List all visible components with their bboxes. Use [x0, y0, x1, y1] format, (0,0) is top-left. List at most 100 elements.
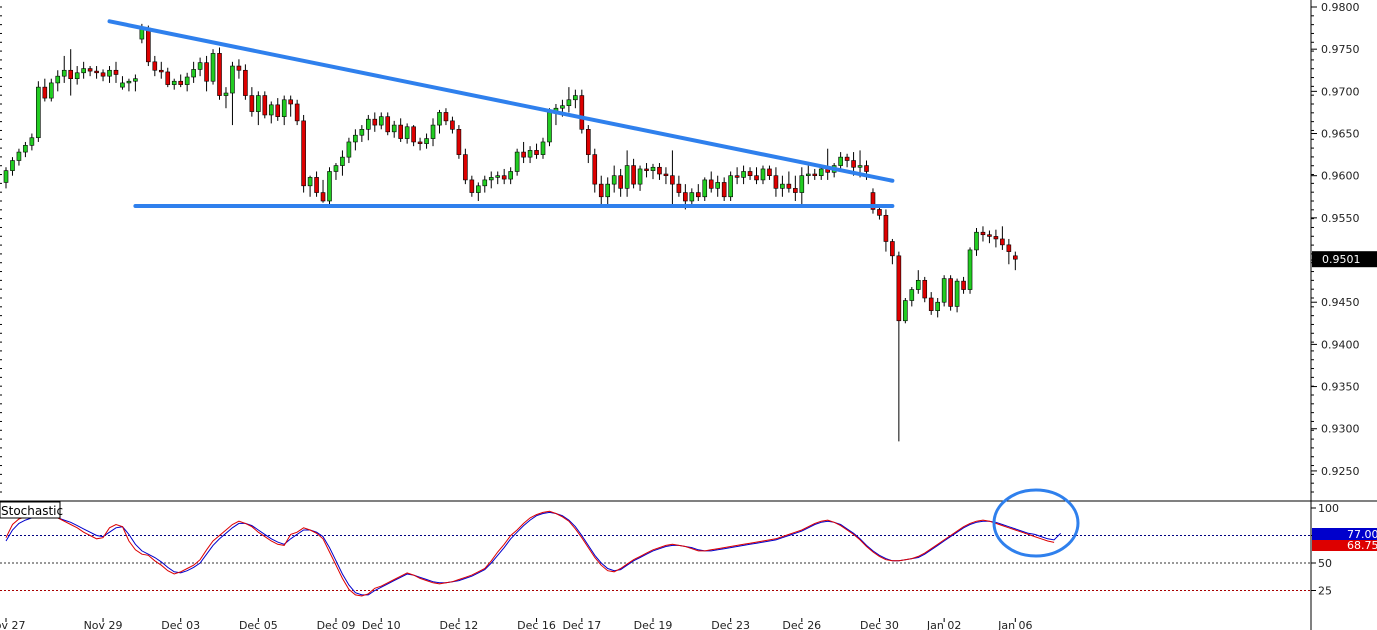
candle-body-down	[262, 95, 268, 116]
stochastic-title-box	[0, 501, 61, 519]
candle-body-up	[48, 82, 54, 99]
stochastic-line-d	[5, 511, 1061, 596]
candle-body-up	[527, 150, 533, 158]
candle-body-down	[657, 166, 662, 175]
date-label: Dec 16	[517, 619, 556, 630]
candle-body-down	[217, 53, 222, 96]
candle-body-down	[754, 175, 759, 181]
candle	[288, 95, 293, 117]
candle	[437, 109, 442, 134]
candle-body-down	[178, 80, 183, 85]
candle-body-up	[715, 182, 721, 189]
candle	[631, 158, 636, 189]
candle-body-up	[268, 104, 274, 116]
candle	[702, 177, 708, 201]
candle-body-up	[126, 80, 132, 84]
candle	[113, 61, 119, 83]
candle-body-down	[450, 120, 455, 130]
candle-body-down	[708, 179, 714, 189]
candle	[333, 163, 339, 180]
candle-body-down	[890, 241, 895, 257]
candle-body-down	[68, 69, 73, 79]
candle-body-up	[424, 138, 429, 144]
candle-body-down	[870, 192, 876, 210]
candle-body-up	[838, 156, 843, 166]
candle	[178, 74, 183, 88]
price-tick-label: 0.9300	[1321, 423, 1360, 436]
candle	[294, 99, 300, 126]
current-price-marker: 0.9501	[1312, 251, 1377, 268]
candle-body-down	[87, 68, 93, 72]
candle-body-up	[184, 76, 190, 85]
candle	[508, 167, 513, 185]
candle	[741, 165, 746, 185]
candle	[482, 175, 488, 193]
candle	[747, 167, 753, 180]
stochastic-k-box	[1312, 528, 1377, 540]
stochastic-lines	[5, 510, 1061, 597]
candle-body-down	[385, 116, 391, 133]
candle	[573, 89, 578, 109]
candle	[941, 275, 947, 307]
candle	[398, 118, 403, 142]
current-price-box	[1312, 251, 1377, 268]
trendlines	[107, 19, 895, 209]
candle	[36, 81, 41, 142]
candle	[476, 182, 481, 201]
candle	[204, 55, 209, 92]
candle-body-up	[514, 151, 520, 172]
candle-body-up	[36, 86, 41, 139]
candle	[417, 137, 423, 151]
candle-body-down	[146, 27, 151, 63]
candle-body-down	[786, 183, 792, 189]
candle-body-up	[391, 124, 397, 133]
candle	[191, 61, 196, 83]
candle	[268, 101, 274, 124]
candle-body-up	[903, 300, 908, 322]
candle	[469, 175, 475, 197]
candle	[676, 175, 682, 197]
candle-body-down	[314, 177, 319, 193]
candle-body-up	[540, 141, 546, 155]
candle	[359, 125, 365, 142]
candle-body-up	[495, 175, 501, 178]
candle-body-down	[113, 69, 119, 75]
candle	[158, 61, 164, 79]
date-label: Nov 29	[84, 619, 123, 630]
price-tick-label: 0.9750	[1321, 43, 1360, 56]
descending-resistance-line	[107, 19, 895, 183]
candle	[217, 47, 222, 100]
candle	[767, 165, 772, 180]
candle-body-up	[857, 165, 863, 168]
candle-body-down	[417, 141, 423, 144]
candle	[372, 112, 378, 132]
candle-body-up	[915, 279, 921, 290]
candle-body-up	[171, 80, 177, 85]
price-tick-label: 0.9250	[1321, 465, 1360, 478]
candle	[171, 78, 177, 90]
candle-body-up	[230, 65, 235, 94]
price-tick-label: 0.9450	[1321, 296, 1360, 309]
candle-body-up	[476, 185, 481, 193]
candle	[243, 64, 248, 100]
candle	[514, 148, 520, 176]
candle-body-down	[204, 62, 209, 82]
candle-body-up	[560, 105, 565, 109]
candle-body-up	[120, 82, 125, 88]
date-label: Dec 19	[634, 619, 673, 630]
candle-body-up	[954, 280, 960, 307]
date-label: Dec 09	[317, 619, 356, 630]
candle	[909, 287, 915, 307]
stochastic-levels	[0, 535, 1311, 591]
candle	[120, 76, 125, 90]
price-tick-label: 0.9800	[1321, 1, 1360, 14]
candle	[657, 163, 662, 180]
price-tick-label: 0.9350	[1321, 381, 1360, 394]
candle	[585, 125, 591, 164]
candle-body-down	[928, 297, 934, 311]
candle-body-down	[980, 231, 986, 236]
candle	[3, 167, 9, 189]
candle	[611, 165, 617, 193]
candle	[68, 49, 73, 96]
candle-body-down	[288, 99, 293, 105]
